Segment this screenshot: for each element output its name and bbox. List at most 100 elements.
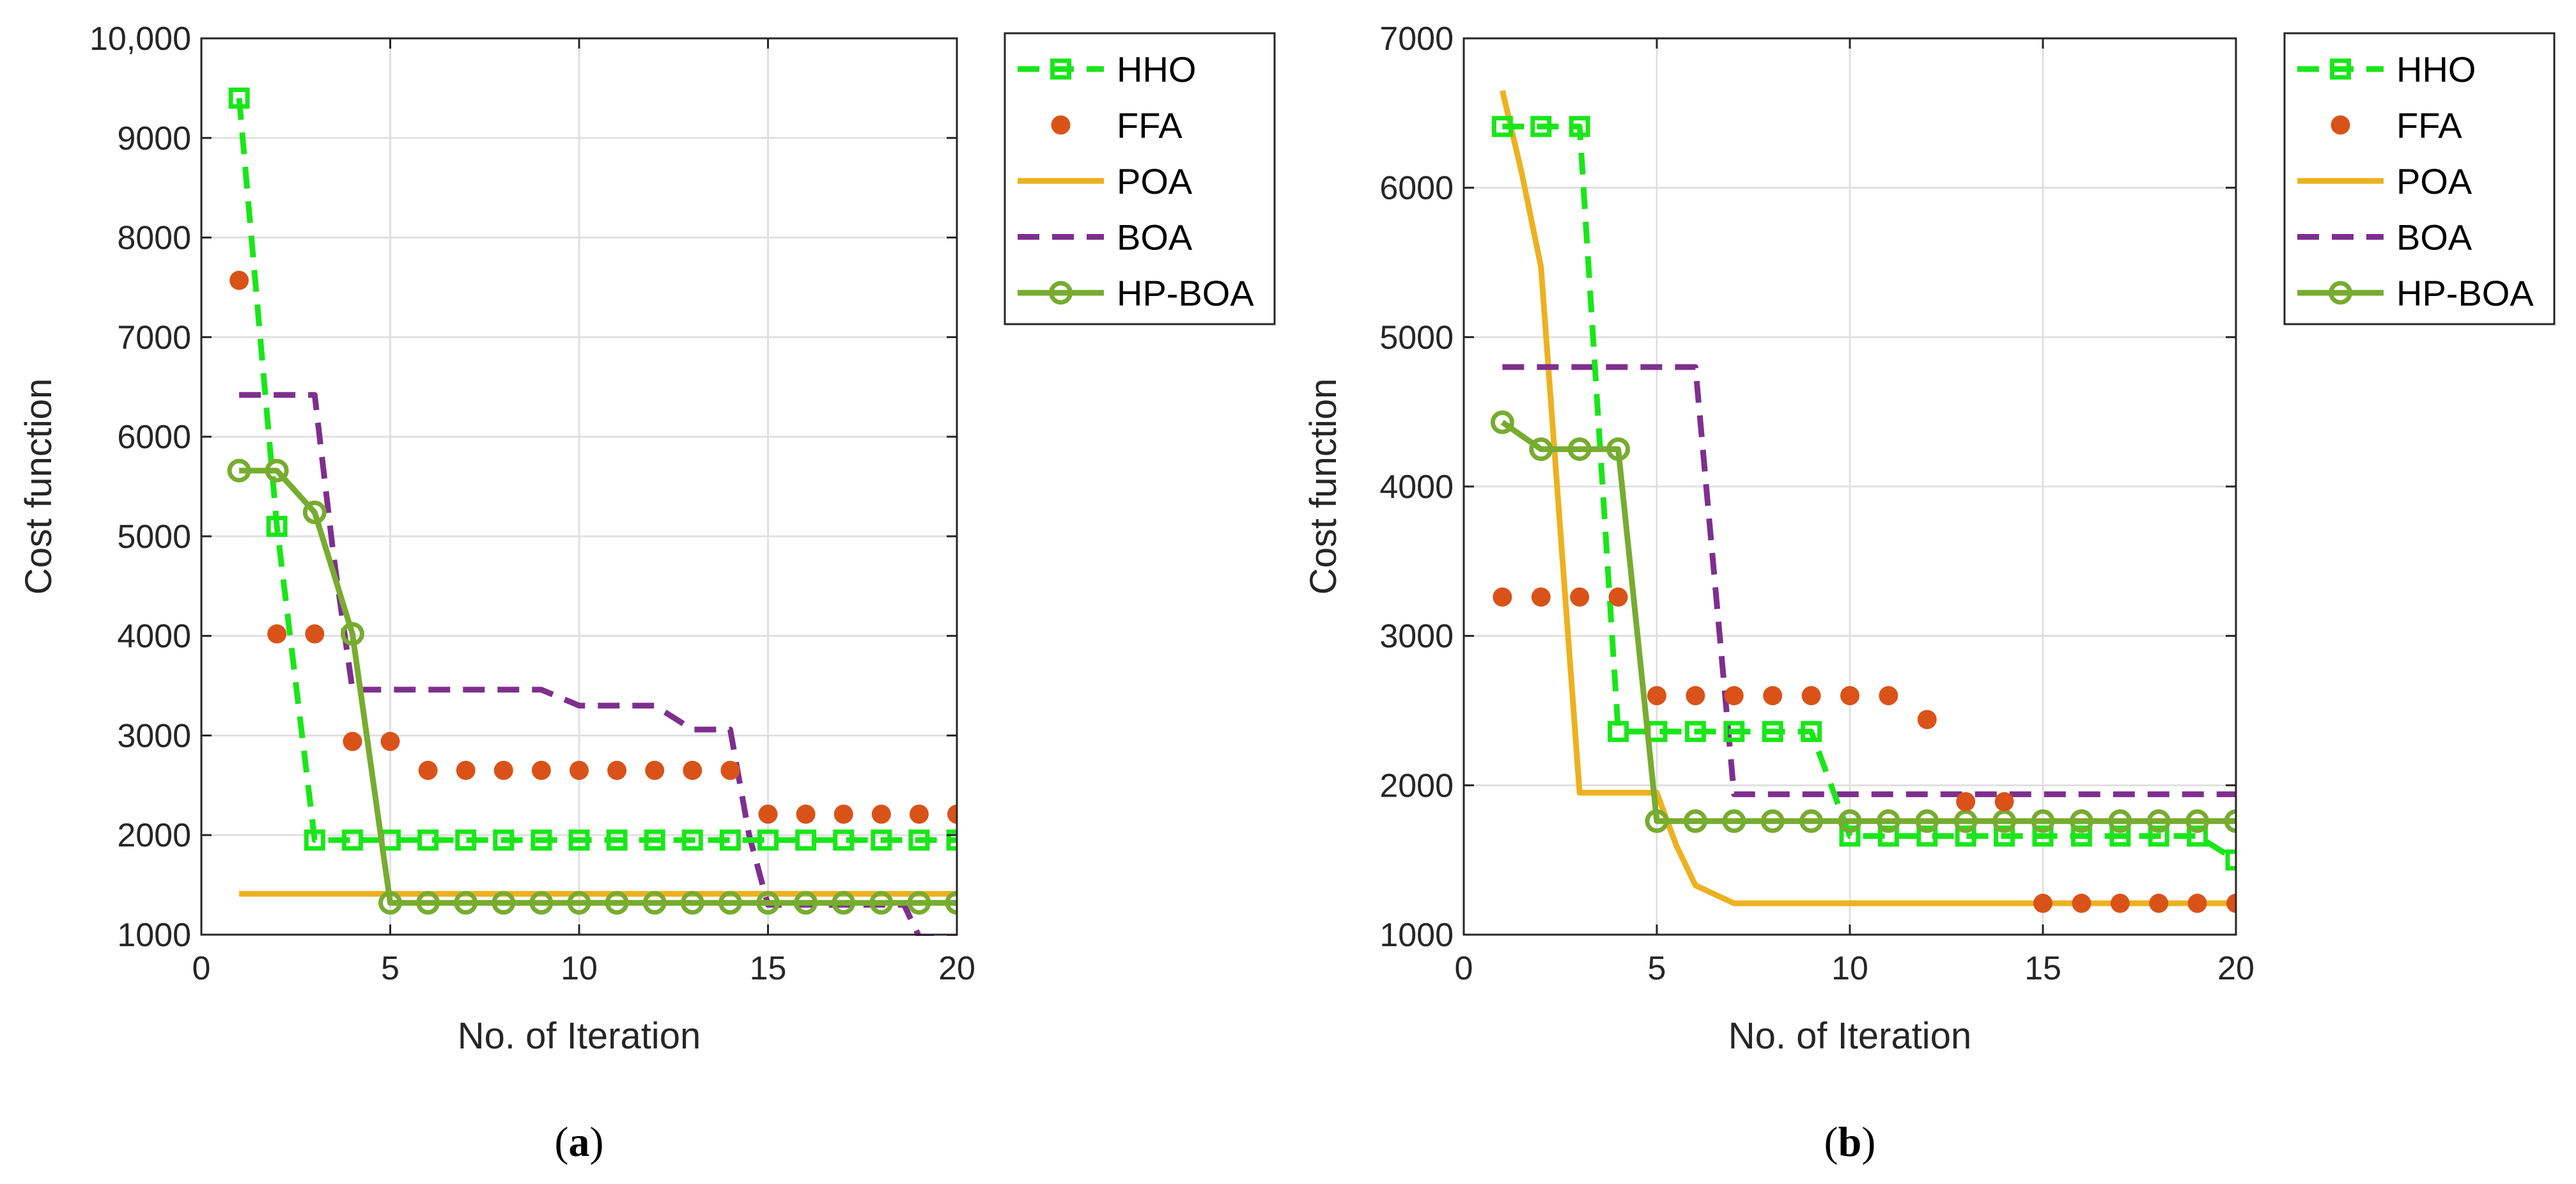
data-point-hho <box>871 829 892 851</box>
legend-entry-poa: POA <box>2297 161 2472 201</box>
data-point-ffa <box>871 804 891 824</box>
x-tick-label: 10 <box>561 950 598 987</box>
y-tick-label: 1000 <box>117 917 191 954</box>
data-point-hp-boa <box>832 891 856 915</box>
data-point-ffa <box>1879 686 1898 706</box>
data-point-hho <box>1491 116 1513 137</box>
data-point-hp-boa <box>1992 809 2017 833</box>
data-point-hho <box>833 829 855 851</box>
legend: HHO FFA POA BOA HP-BOA <box>2283 32 2556 325</box>
data-point-hp-boa <box>378 891 402 915</box>
data-point-hp-boa <box>907 891 931 915</box>
legend-label-ffa: FFA <box>1117 105 1183 146</box>
series-line-poa <box>1500 90 2236 907</box>
panel-label: (a) <box>555 1119 604 1165</box>
data-point-hho <box>681 829 703 851</box>
data-point-hho <box>1608 721 1629 742</box>
data-point-hp-boa <box>869 891 894 915</box>
data-point-hho <box>568 829 590 851</box>
series-hp-boa <box>1490 410 2236 833</box>
series-line-boa <box>1502 364 2236 797</box>
legend-entry-hho: HHO <box>1018 49 1196 90</box>
data-point-hho <box>493 829 515 851</box>
data-point-ffa <box>570 760 589 780</box>
data-point-hp-boa <box>1915 809 1939 833</box>
data-point-hp-boa <box>1529 437 1553 462</box>
data-point-hp-boa <box>1760 809 1785 833</box>
data-point-hp-boa <box>2069 809 2093 833</box>
data-point-hho <box>2070 825 2092 847</box>
data-point-hp-boa <box>945 891 957 915</box>
data-point-hp-boa <box>454 891 478 915</box>
data-point-ffa <box>305 624 325 644</box>
data-point-ffa <box>947 804 957 824</box>
x-axis-label: No. of Iteration <box>458 1015 701 1057</box>
legend-label-hho: HHO <box>1117 49 1196 90</box>
data-point-ffa <box>418 760 438 780</box>
data-point-hho <box>908 829 930 851</box>
data-point-hho <box>266 515 288 537</box>
data-point-hho <box>1839 825 1861 847</box>
data-point-hho <box>228 87 250 109</box>
data-point-ffa <box>2072 893 2091 913</box>
series-ffa <box>1493 587 2236 913</box>
y-tick-label: 8000 <box>117 220 191 257</box>
panel-label-letter: b <box>1838 1119 1862 1165</box>
y-axis-label: Cost function <box>1303 378 1344 595</box>
y-tick-label: 7000 <box>117 319 191 356</box>
series-poa <box>1500 90 2236 907</box>
data-point-hho <box>2225 849 2236 871</box>
legend-label-ffa: FFA <box>2396 105 2462 146</box>
data-point-ffa <box>456 760 476 780</box>
legend-entry-boa: BOA <box>1018 217 1193 258</box>
data-point-ffa <box>531 760 551 780</box>
y-tick-label: 3000 <box>1379 618 1454 655</box>
data-point-hp-boa <box>1838 809 1862 833</box>
data-point-hp-boa <box>2146 809 2171 833</box>
y-tick-label: 10,000 <box>89 20 191 58</box>
data-point-hho <box>606 829 628 851</box>
data-point-hho <box>304 829 325 851</box>
data-point-ffa <box>645 760 665 780</box>
data-point-hho <box>341 829 363 851</box>
x-tick-label: 10 <box>1831 950 1868 987</box>
panel-label-open: ( <box>555 1119 569 1165</box>
data-point-hp-boa <box>340 622 364 646</box>
data-point-hho <box>757 829 779 851</box>
legend-marker-hp-boa <box>2329 281 2352 305</box>
legend-label-hp-boa: HP-BOA <box>2396 273 2534 313</box>
grid <box>1464 38 2236 935</box>
data-point-ffa <box>267 624 287 644</box>
y-tick-label: 7000 <box>1379 20 1454 58</box>
data-point-hho <box>795 829 817 851</box>
data-point-hp-boa <box>680 891 704 915</box>
data-point-hp-boa <box>416 891 440 915</box>
data-point-hp-boa <box>2031 809 2055 833</box>
series-hho <box>1491 116 2236 871</box>
legend-entry-boa: BOA <box>2297 217 2472 258</box>
data-point-hho <box>1684 721 1706 742</box>
series-hho <box>228 87 957 851</box>
data-point-hho <box>531 829 552 851</box>
data-point-hho <box>1877 825 1899 847</box>
data-point-ffa <box>1840 686 1859 706</box>
data-point-ffa <box>1917 710 1937 729</box>
data-point-hho <box>2109 825 2131 847</box>
x-tick-label: 0 <box>1455 950 1473 987</box>
data-point-ffa <box>1956 792 1976 812</box>
x-tick-label: 20 <box>2217 950 2254 987</box>
data-point-ffa <box>909 804 929 824</box>
data-point-hp-boa <box>1722 809 1746 833</box>
y-tick-label: 9000 <box>117 120 191 157</box>
data-point-hp-boa <box>1876 809 1900 833</box>
data-point-hho <box>1994 825 2015 847</box>
legend-marker-hho <box>2330 58 2351 80</box>
legend-marker-hp-boa <box>1049 281 1073 305</box>
data-point-ffa <box>2110 893 2130 913</box>
data-point-hp-boa <box>302 501 327 525</box>
data-point-hp-boa <box>718 891 742 915</box>
data-point-hho <box>1801 721 1822 742</box>
legend-entry-poa: POA <box>1018 161 1193 201</box>
data-point-hp-boa <box>1683 809 1707 833</box>
